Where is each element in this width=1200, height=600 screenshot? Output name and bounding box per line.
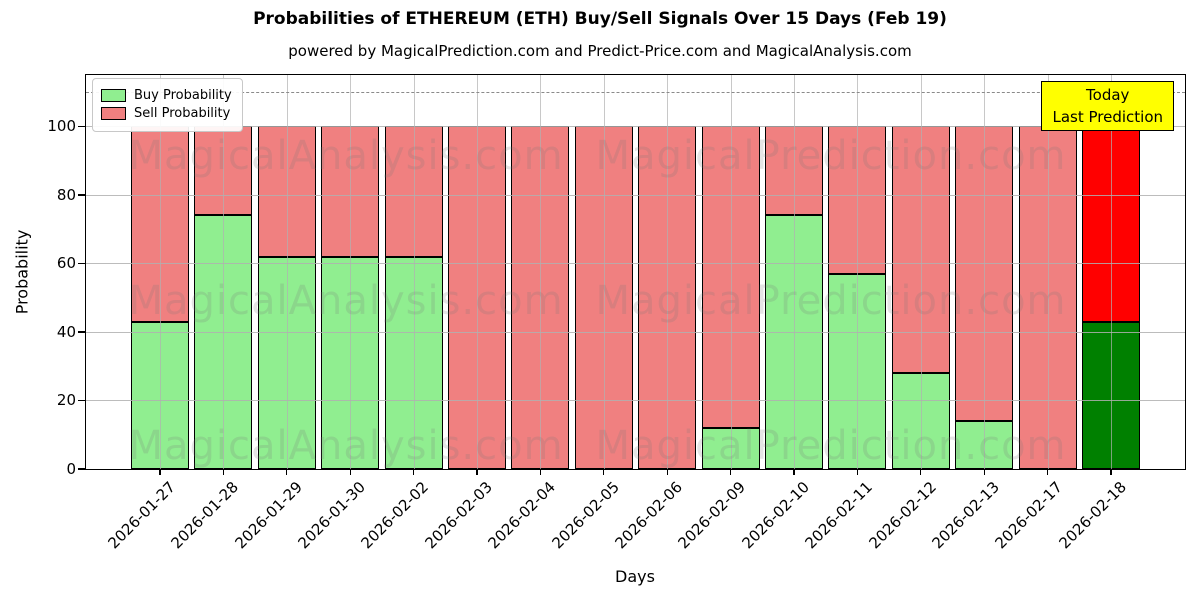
x-tick-mark [159,469,161,475]
bar-segment-sell [448,126,506,469]
bar-segment-sell [638,126,697,469]
bar-segment-buy [384,256,443,469]
x-tick-mark [349,469,351,475]
today-annotation: Today Last Prediction [1041,81,1174,131]
y-tick-label: 0 [66,460,76,478]
bar-segment-sell [131,126,189,322]
bar-segment-sell [384,126,443,257]
bar-segment-buy [701,427,760,469]
today-annotation-line2: Last Prediction [1052,108,1163,126]
chart-title: Probabilities of ETHEREUM (ETH) Buy/Sell… [253,9,947,29]
x-tick-label: 2026-02-10 [738,478,813,553]
y-tick-label: 20 [56,391,76,410]
y-tick-label: 80 [56,185,76,204]
x-tick-label: 2026-01-28 [167,478,243,553]
x-tick-label: 2026-02-03 [421,478,496,553]
bar-segment-sell [511,126,570,469]
bar-segment-sell [1082,126,1140,322]
y-tick-mark [78,262,85,265]
bar-segment-buy [131,321,189,469]
legend-label-buy: Buy Probability [134,88,232,103]
x-tick-label: 2026-02-11 [801,478,877,553]
bar-segment-sell [194,126,253,216]
bar-segment-buy [1082,321,1140,469]
x-tick-label: 2026-02-04 [484,478,560,553]
bar-segment-sell [828,126,887,274]
y-tick-mark [78,331,85,333]
x-tick-mark [539,469,542,475]
y-tick-mark [78,468,85,470]
x-tick-mark [730,469,732,475]
y-tick-mark [78,399,85,402]
bar-segment-buy [765,215,823,469]
y-tick-mark [78,194,85,196]
y-tick-mark [78,125,85,128]
dashed-threshold-line [86,92,1185,94]
legend: Buy Probability Sell Probability [92,78,243,132]
x-tick-label: 2026-01-27 [104,478,179,553]
bar-segment-buy [891,373,950,469]
legend-item-sell: Sell Probability [101,106,232,121]
legend-swatch-buy-icon [101,89,126,102]
bar-segment-buy [955,421,1014,469]
plot-area: MagicalAnalysis.com MagicalPrediction.com… [85,74,1186,470]
x-tick-mark [920,469,922,475]
bar-segment-buy [194,215,253,469]
x-tick-mark [983,469,985,475]
x-tick-mark [222,469,225,475]
bar-segment-sell [955,126,1014,422]
x-tick-label: 2026-02-09 [674,478,750,553]
legend-swatch-sell-icon [101,107,126,120]
x-tick-label: 2026-01-29 [231,478,306,553]
x-tick-mark [603,469,605,475]
y-tick-label: 100 [47,117,76,136]
x-tick-mark [666,469,668,475]
bar-segment-sell [1018,126,1077,469]
y-tick-label: 60 [56,254,76,273]
x-tick-mark [793,469,795,475]
bar-segment-sell [891,126,950,374]
bar-segment-sell [574,126,633,469]
x-tick-mark [1047,469,1049,475]
today-annotation-line1: Today [1086,86,1130,104]
x-tick-mark [286,469,288,475]
x-tick-mark [1110,469,1112,475]
bar-segment-buy [257,256,316,469]
x-tick-mark [856,469,859,475]
legend-label-sell: Sell Probability [134,106,231,121]
bar-segment-sell [765,126,823,216]
bar-segment-sell [701,126,760,428]
y-tick-label: 40 [56,322,76,341]
bar-segment-buy [828,273,887,469]
x-tick-label: 2026-02-05 [548,478,623,553]
x-axis-label: Days [615,567,655,586]
x-tick-label: 2026-01-30 [294,478,369,553]
bar-segment-sell [321,126,380,257]
x-tick-mark [476,469,478,475]
x-tick-label: 2026-02-02 [357,478,433,553]
x-tick-label: 2026-02-17 [991,478,1067,553]
legend-item-buy: Buy Probability [101,88,232,103]
x-tick-label: 2026-02-13 [928,478,1003,553]
chart-subtitle: powered by MagicalPrediction.com and Pre… [288,42,912,60]
x-tick-label: 2026-02-18 [1055,478,1130,553]
bars-layer [86,75,1185,469]
x-tick-label: 2026-02-06 [611,478,686,553]
bar-segment-sell [257,126,316,257]
bar-segment-buy [321,256,380,469]
x-tick-mark [413,469,415,475]
x-tick-label: 2026-02-12 [865,478,940,553]
